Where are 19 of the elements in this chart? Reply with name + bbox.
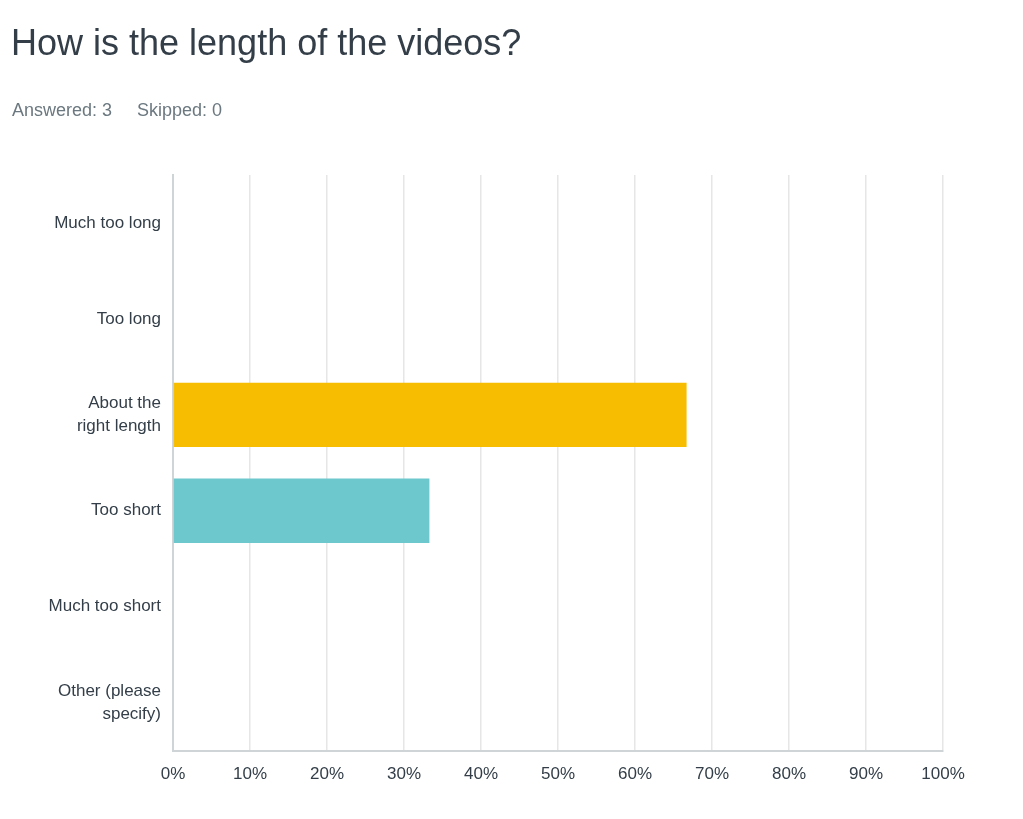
x-tick-label: 80% [771, 764, 807, 784]
y-tick-label: Too short [91, 500, 162, 520]
x-tick-label: 30% [386, 764, 422, 784]
y-tick-label: Much too long [54, 212, 161, 232]
x-tick-label: 40% [463, 764, 499, 784]
chart-subtitle: Answered: 3 Skipped: 0 [12, 100, 223, 121]
x-tick-label: 70% [694, 764, 730, 784]
y-tick-label: About the right length [76, 393, 161, 435]
x-tick-label: 60% [617, 764, 653, 784]
chart-title: How is the length of the videos? [11, 22, 522, 64]
x-tick-label: 50% [540, 764, 576, 784]
x-tick-label: 20% [309, 764, 345, 784]
x-tick-label: 10% [232, 764, 268, 784]
y-tick-label: Much too short [48, 596, 162, 616]
x-tick-label: 90% [848, 764, 884, 784]
y-tick-label: Too long [96, 308, 161, 328]
x-tick-label: 0% [160, 764, 186, 784]
x-tick-label: 100% [921, 764, 965, 784]
y-tick-label: Other (please specify) [58, 680, 161, 723]
